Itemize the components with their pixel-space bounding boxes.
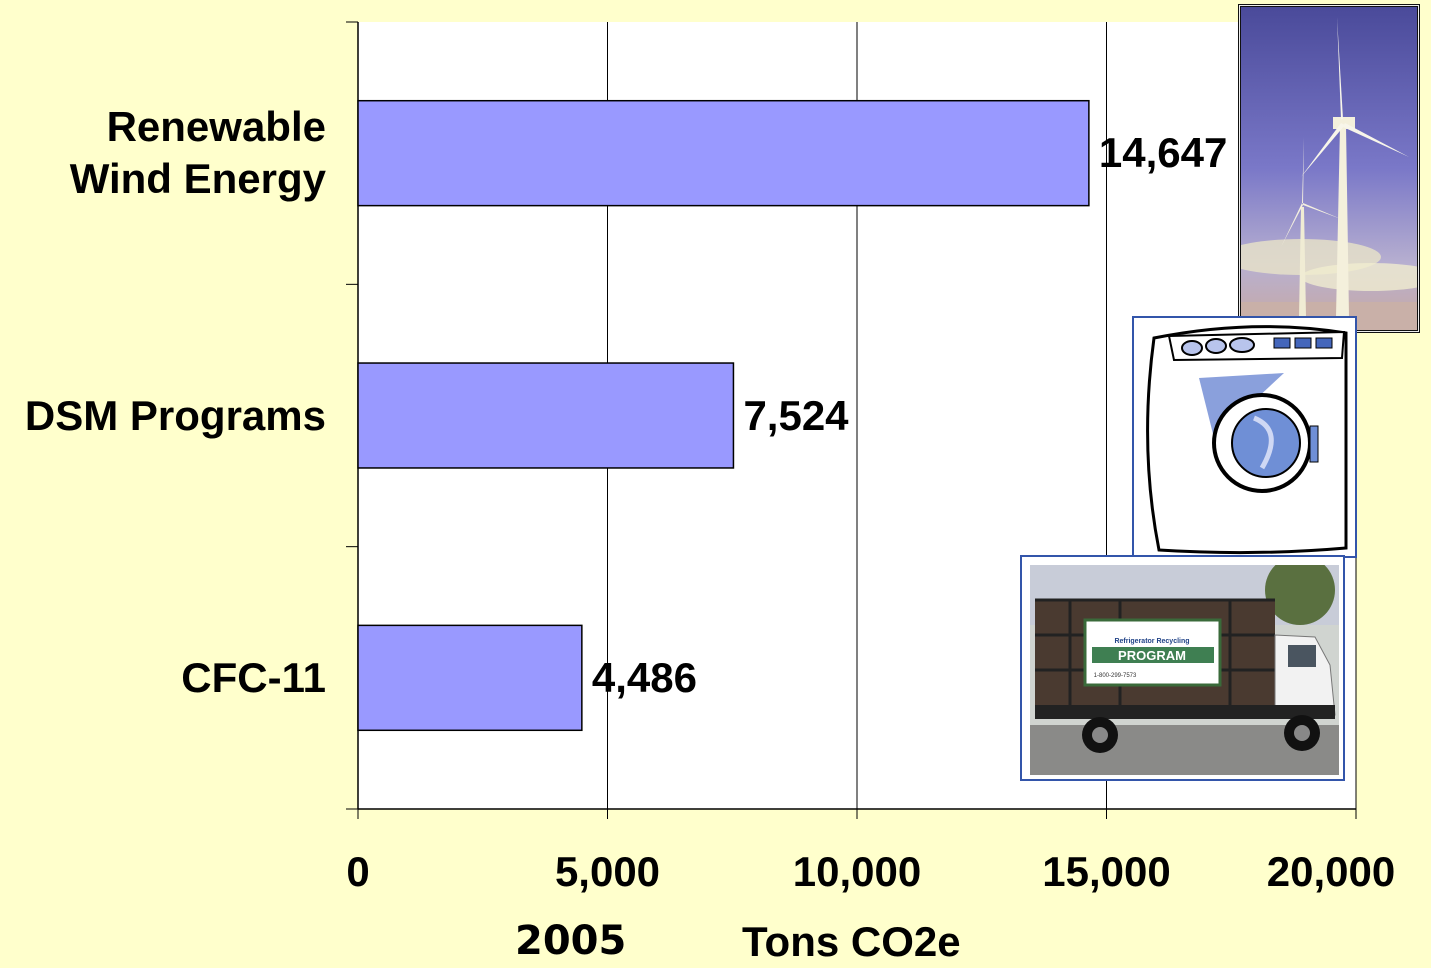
- truck-sign-title: Refrigerator Recycling: [1114, 638, 1189, 645]
- category-label: DSM Programs: [24, 391, 326, 439]
- wind-turbine-photo: [1238, 4, 1420, 333]
- truck-icon: Refrigerator Recycling PROGRAM 1-800-299…: [1030, 557, 1339, 775]
- wind-turbine-icon: [1241, 7, 1417, 330]
- x-tick-label: 20,000: [1266, 848, 1396, 895]
- bar: [357, 99, 1090, 207]
- truck-sign-text: PROGRAM: [1118, 648, 1186, 663]
- bar-value-label: 7,524: [743, 391, 849, 439]
- x-tick-label: 15,000: [1042, 848, 1171, 895]
- x-tick-label: 0: [346, 848, 370, 895]
- washing-machine-icon: [1146, 325, 1348, 555]
- category-label: CFC-11: [181, 653, 326, 701]
- year-label: 2005: [515, 918, 627, 964]
- x-tick-label: 10,000: [792, 848, 922, 895]
- bar: [357, 362, 735, 469]
- recycling-truck-photo: Refrigerator Recycling PROGRAM 1-800-299…: [1020, 555, 1345, 781]
- bar-value-label: 4,486: [591, 653, 697, 701]
- bar-value-label: 14,647: [1098, 129, 1228, 177]
- x-axis-label: Tons CO2e: [742, 918, 961, 965]
- washing-machine-clipart: [1132, 316, 1357, 558]
- truck-sign-phone: 1-800-299-7573: [1094, 673, 1137, 679]
- x-tick-label: 5,000: [554, 848, 661, 895]
- bar: [357, 624, 583, 732]
- category-label: Renewable Wind Energy: [69, 103, 326, 203]
